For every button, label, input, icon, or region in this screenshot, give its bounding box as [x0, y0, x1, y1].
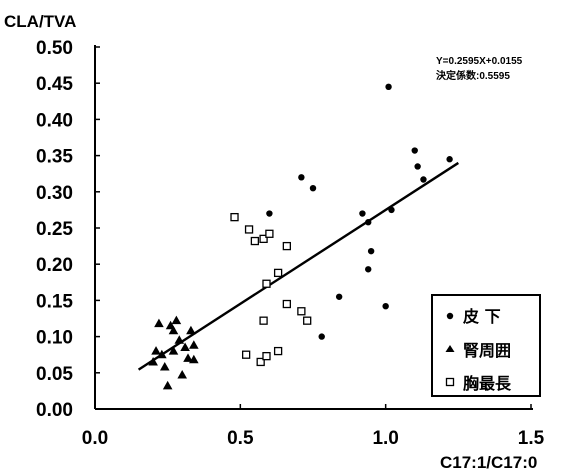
data-point-subcutaneous — [359, 210, 366, 217]
data-point-perirenal — [186, 325, 196, 335]
data-point-perirenal — [183, 353, 193, 362]
data-point-subcutaneous — [298, 174, 305, 181]
data-point-subcutaneous — [446, 156, 453, 163]
data-point-perirenal — [189, 354, 199, 364]
data-point-perirenal — [157, 349, 167, 359]
axes — [94, 45, 533, 410]
data-point-subcutaneous — [266, 210, 273, 217]
data-point-longissimus — [297, 307, 306, 316]
data-point-perirenal — [168, 325, 179, 335]
y-tick-label: 0.10 — [36, 328, 73, 349]
legend-marker-longissimus — [445, 377, 455, 387]
data-point-longissimus — [273, 268, 283, 278]
x-tick-label: 1.5 — [518, 428, 545, 449]
data-point-subcutaneous — [365, 266, 372, 273]
legend-label-longissimus: 胸最長 — [463, 374, 512, 393]
data-point-subcutaneous — [335, 293, 343, 300]
data-point-perirenal — [189, 340, 199, 349]
legend: 皮 下 腎周囲 胸最長 — [431, 294, 541, 397]
legend-label-subcutaneous: 皮 下 — [462, 307, 501, 326]
data-point-longissimus — [282, 299, 291, 309]
data-point-perirenal — [171, 315, 182, 325]
data-point-longissimus — [265, 229, 274, 238]
data-point-longissimus — [244, 225, 254, 234]
data-point-longissimus — [259, 316, 268, 325]
legend-label-perirenal: 腎周囲 — [463, 341, 511, 360]
y-tick-label: 0.25 — [36, 219, 73, 240]
data-point-longissimus — [241, 350, 251, 359]
data-point-subcutaneous — [388, 206, 395, 214]
data-point-perirenal — [151, 346, 161, 355]
x-tick-label: 0.5 — [227, 428, 254, 449]
y-tick-label: 0.45 — [36, 74, 73, 95]
y-tick-label: 0.30 — [36, 183, 73, 204]
legend-marker-subcutaneous — [446, 312, 454, 320]
y-tick-label: 0.00 — [36, 400, 73, 421]
data-point-subcutaneous — [367, 247, 375, 255]
data-point-subcutaneous — [309, 184, 317, 192]
data-point-longissimus — [262, 279, 271, 288]
data-point-longissimus — [230, 212, 239, 222]
y-tick-label: 0.15 — [36, 291, 73, 312]
data-point-subcutaneous — [420, 176, 427, 183]
regression-line — [137, 161, 459, 371]
data-point-subcutaneous — [382, 302, 389, 310]
data-point-subcutaneous — [414, 163, 421, 170]
regression-equation: Y=0.2595X+0.0155 — [436, 56, 523, 67]
r-squared-label: 決定係数:0.5595 — [436, 69, 510, 82]
legend-marker-perirenal — [445, 345, 455, 352]
tick-group: 0.00 0.05 0.10 0.15 0.20 0.25 0.30 0.35 0.40 0.45… — [36, 38, 545, 449]
y-tick-label: 0.05 — [36, 364, 73, 385]
data-point-longissimus — [303, 316, 312, 325]
data-point-perirenal — [154, 318, 164, 328]
data-point-subcutaneous — [318, 333, 325, 340]
data-point-subcutaneous — [385, 83, 392, 91]
trendline-group — [137, 161, 459, 371]
data-point-perirenal — [162, 380, 173, 390]
data-point-longissimus — [282, 241, 291, 251]
points-group — [148, 83, 453, 390]
y-tick-label: 0.35 — [36, 147, 73, 168]
data-point-subcutaneous — [365, 219, 372, 226]
y-tick-label: 0.50 — [36, 38, 73, 59]
x-tick-label: 0.0 — [82, 428, 108, 449]
data-point-perirenal — [168, 346, 179, 355]
data-point-perirenal — [174, 335, 185, 344]
data-point-longissimus — [256, 357, 265, 367]
y-tick-label: 0.40 — [36, 110, 73, 131]
data-point-longissimus — [259, 234, 268, 244]
y-axis-title: CLA/TVA — [4, 12, 76, 31]
data-point-perirenal — [159, 362, 170, 371]
x-tick-label: 1.0 — [372, 428, 398, 449]
data-point-longissimus — [273, 346, 283, 356]
y-tick-label: 0.20 — [36, 255, 73, 276]
data-point-perirenal — [148, 356, 158, 366]
data-point-longissimus — [262, 351, 271, 361]
data-point-longissimus — [250, 236, 260, 246]
x-axis-title: C17:1/C17:0 — [440, 453, 537, 472]
data-point-perirenal — [180, 342, 190, 351]
data-point-subcutaneous — [411, 147, 418, 154]
data-point-perirenal — [177, 369, 187, 379]
